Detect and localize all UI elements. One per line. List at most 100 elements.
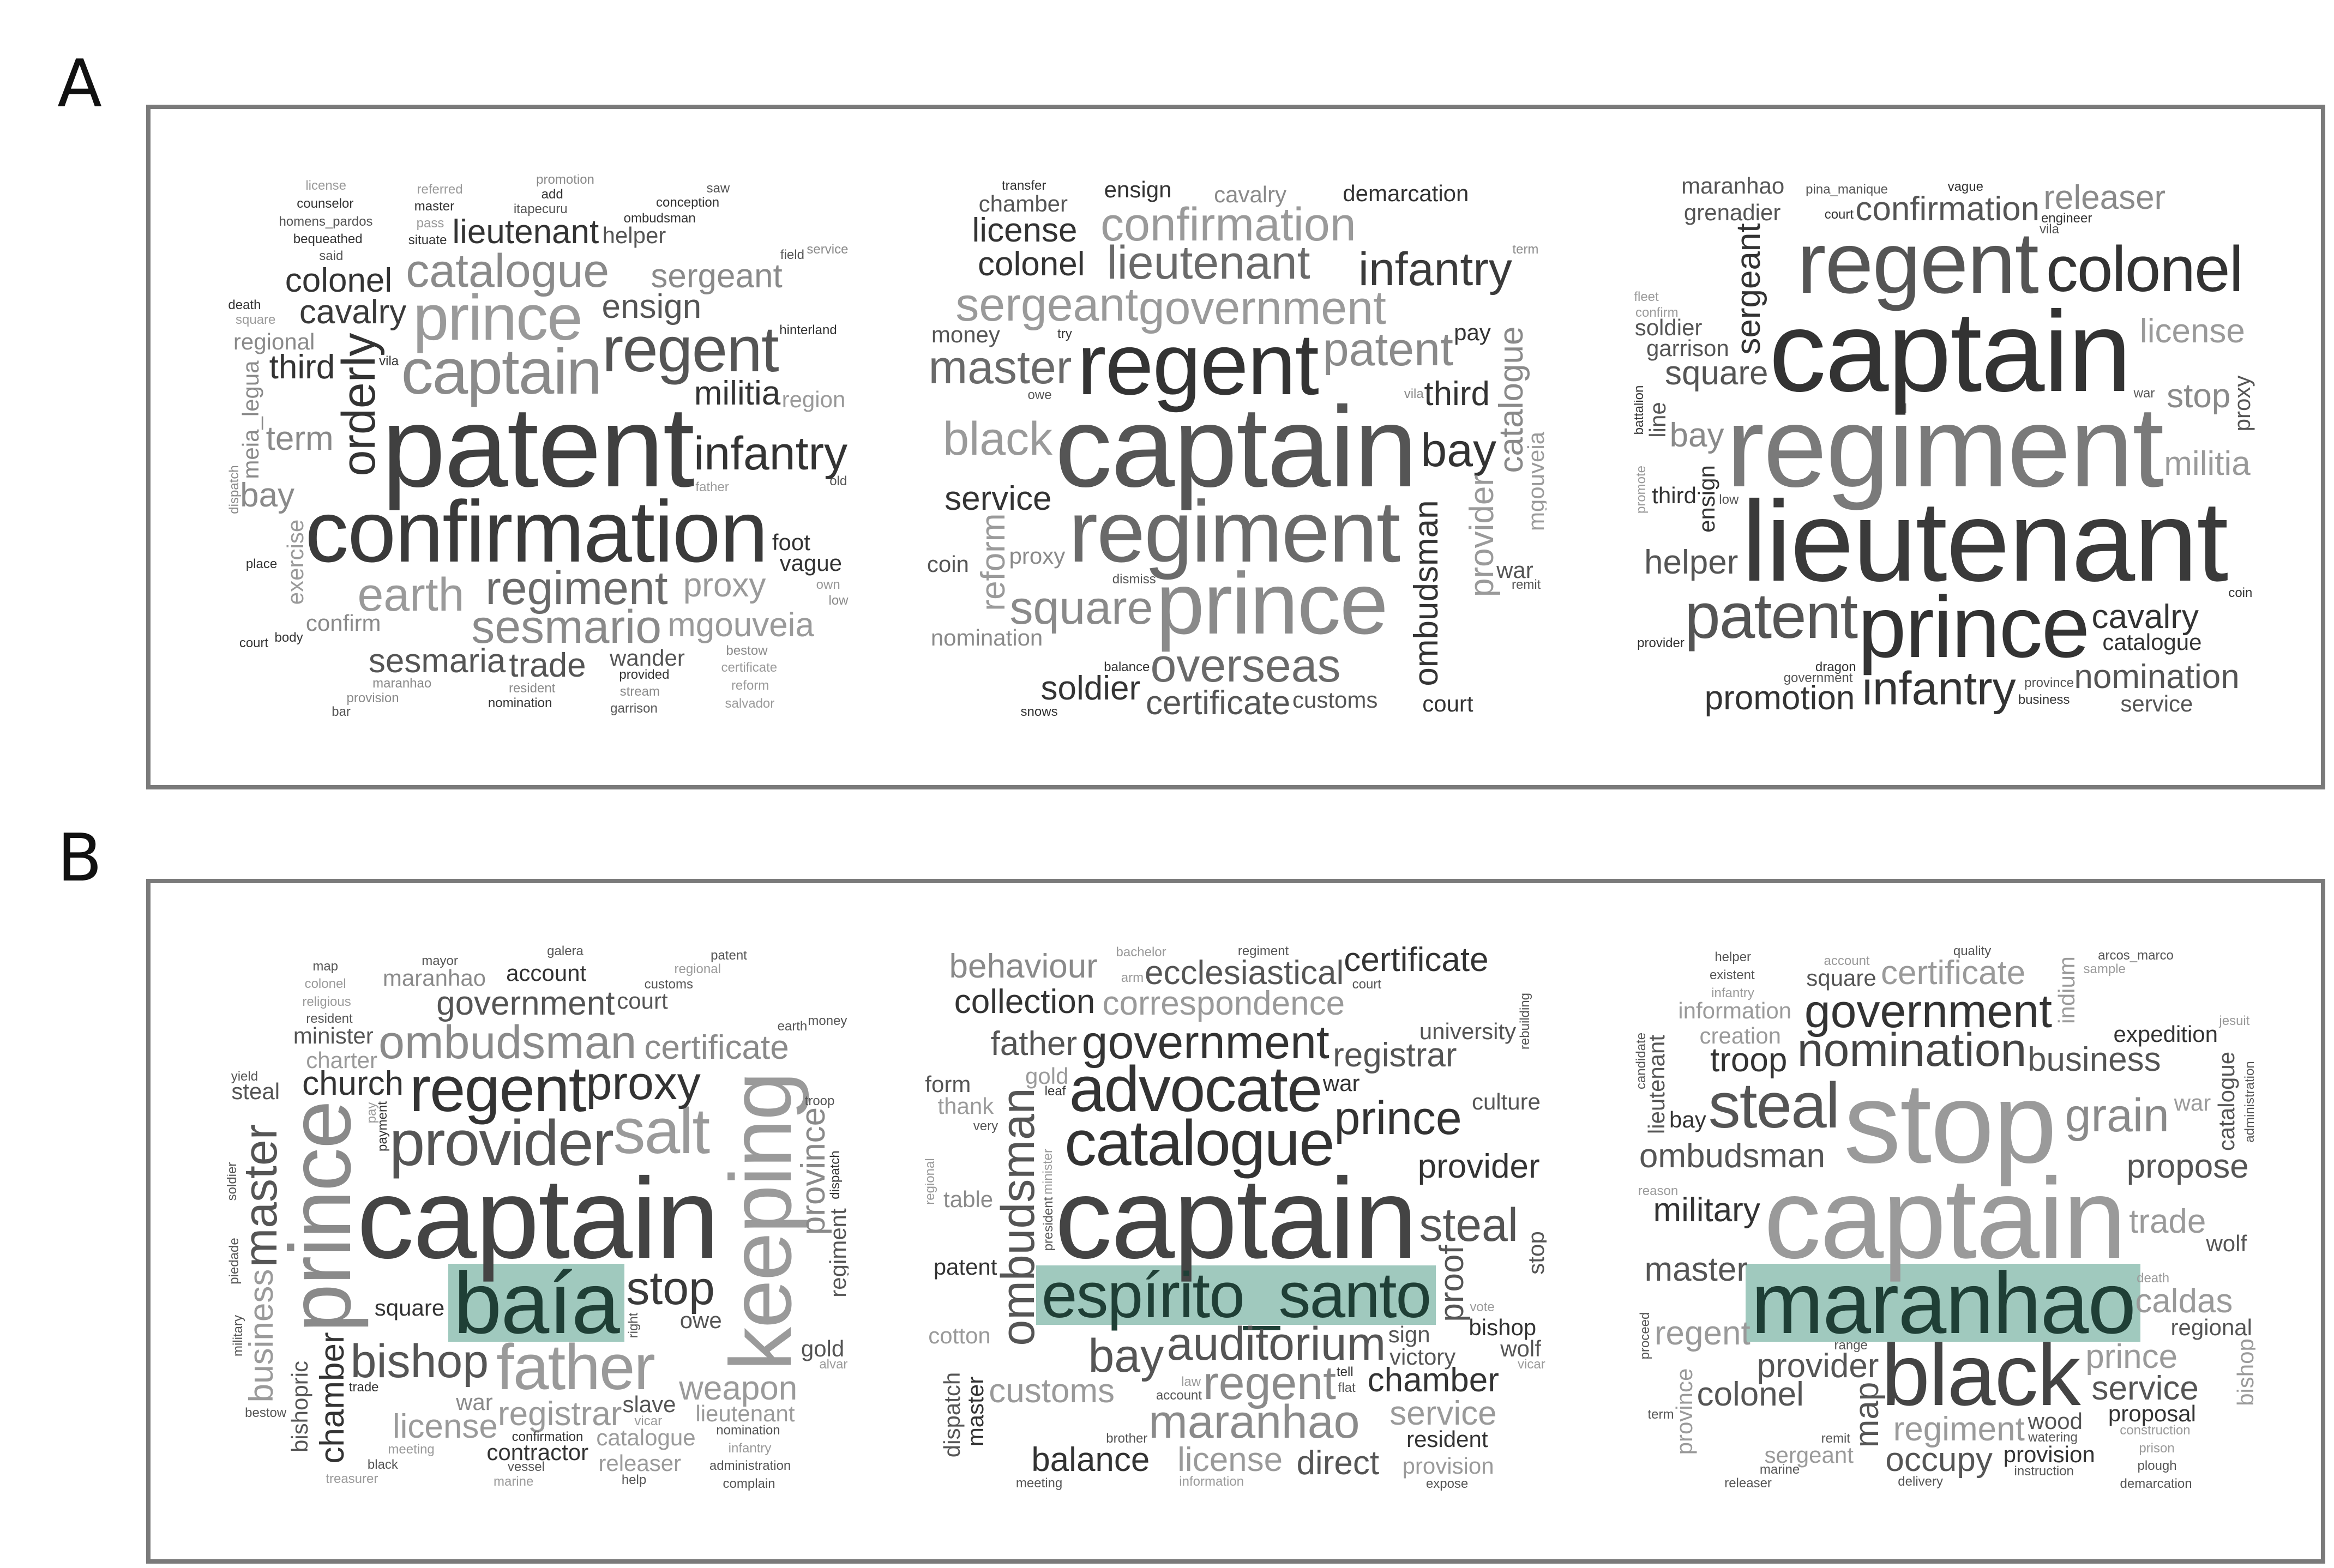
cloud-word: demarcation — [2120, 1476, 2192, 1492]
cloud-word: square — [374, 1294, 445, 1320]
cloud-word: license — [972, 211, 1078, 249]
cloud-word: old — [829, 474, 847, 489]
cloud-word: reason — [1638, 1183, 1679, 1198]
cloud-word: demarcation — [1343, 180, 1469, 206]
cloud-word: court — [1824, 207, 1854, 222]
cloud-word: alvar — [819, 1356, 848, 1372]
cloud-word: helper — [1715, 949, 1752, 964]
cloud-word: mgouveia — [667, 606, 814, 644]
cloud-word: term — [1512, 242, 1539, 257]
cloud-word: regent — [1797, 214, 2039, 312]
cloud-word: provision — [346, 691, 399, 706]
cloud-word: collection — [954, 982, 1096, 1021]
cloud-word: referred — [417, 182, 463, 197]
cloud-word: field — [780, 248, 804, 263]
cloud-word: vote — [1470, 1300, 1495, 1315]
cloud-word: fleet — [1634, 290, 1659, 305]
cloud-word: stop — [1843, 1058, 2057, 1187]
cloud-word: weapon — [679, 1370, 798, 1408]
cloud-word: marine — [1759, 1462, 1800, 1477]
cloud-word: maranhao — [1148, 1396, 1360, 1449]
cloud-word: master — [414, 198, 455, 214]
cloud-word: proxy — [586, 1057, 701, 1110]
cloud-word: prison — [2139, 1440, 2175, 1456]
cloud-word: treasurer — [326, 1471, 378, 1486]
cloud-word: square — [1664, 354, 1768, 392]
cloud-word: yield — [231, 1069, 258, 1084]
cloud-word: nomination — [2074, 658, 2240, 696]
cloud-word: earth — [777, 1019, 808, 1034]
cloud-word: regent — [409, 1053, 587, 1125]
cloud-word: patent — [711, 948, 747, 963]
cloud-word: prince — [270, 1101, 369, 1332]
cloud-word: battalion — [1634, 385, 1647, 435]
cloud-word: bay — [1421, 424, 1497, 477]
cloud-word: proposal — [2108, 1400, 2196, 1426]
cloud-word: maranhao — [382, 964, 486, 991]
cloud-word: line — [1645, 401, 1671, 438]
cloud-word: soldier — [227, 1162, 240, 1201]
cloud-word: flat — [1338, 1380, 1356, 1396]
cloud-word: said — [319, 248, 344, 263]
cloud-word: vicar — [1518, 1356, 1545, 1372]
cloud-word: dispatch — [828, 1150, 843, 1199]
cloud-word: provider — [1417, 1148, 1540, 1186]
cloud-word: body — [274, 630, 303, 645]
cloud-word: garrison — [1646, 335, 1729, 361]
cloud-word: service — [1389, 1394, 1497, 1432]
cloud-word: court — [239, 636, 269, 651]
word-cloud-a3: regiment captain lieutenant prince regent pat… — [1634, 174, 2255, 720]
cloud-word: garrison — [610, 701, 658, 716]
cloud-word: culture — [1471, 1088, 1541, 1114]
cloud-word: account — [506, 960, 587, 986]
cloud-word: bestow — [726, 643, 768, 658]
cloud-word: brother — [1106, 1431, 1148, 1446]
cloud-word: regiment — [1237, 944, 1289, 959]
cloud-word: term — [1647, 1407, 1674, 1422]
cloud-word: court — [1422, 690, 1473, 716]
highlight-band — [1036, 1265, 1436, 1325]
cloud-word: slave — [622, 1391, 676, 1418]
cloud-word: regional — [2170, 1314, 2253, 1340]
cloud-word: arm — [1121, 970, 1144, 985]
cloud-word: sergeant — [651, 257, 783, 295]
cloud-word: maranhao — [372, 676, 432, 691]
cloud-word: regent — [1077, 315, 1319, 413]
cloud-word: creation — [1699, 1023, 1781, 1049]
cloud-word: colonel — [978, 245, 1085, 284]
cloud-word: militia — [694, 375, 781, 413]
cloud-word: government — [1081, 1016, 1330, 1069]
cloud-word: quality — [1953, 944, 1992, 959]
cloud-word: soldier — [1040, 670, 1141, 708]
cloud-word: black — [943, 413, 1053, 466]
cloud-word: master — [1644, 1250, 1748, 1288]
cloud-word: black — [367, 1457, 398, 1473]
cloud-word: low — [1719, 492, 1739, 508]
cloud-word: vila — [379, 354, 399, 369]
cloud-word: table — [943, 1186, 994, 1213]
cloud-word: regional — [674, 962, 721, 977]
cloud-word: bishop — [350, 1335, 489, 1388]
cloud-word: provided — [619, 667, 670, 682]
cloud-word: certificate — [1145, 684, 1291, 720]
cloud-word: nomination — [1797, 1024, 2027, 1077]
cloud-word: law — [1181, 1374, 1201, 1389]
cloud-word: provider — [1463, 475, 1501, 598]
cloud-word: stop — [626, 1262, 715, 1315]
cloud-word: ensign — [1104, 176, 1172, 202]
cloud-word: captain — [1055, 383, 1417, 511]
cloud-word: plough — [2137, 1458, 2177, 1474]
cloud-word: university — [1419, 1018, 1517, 1045]
cloud-word: regent — [1654, 1314, 1750, 1352]
cloud-word: direct — [1296, 1444, 1380, 1482]
cloud-word: administration — [2242, 1060, 2255, 1143]
cloud-word: pina_manique — [1806, 182, 1888, 197]
cloud-word: meia_legua — [238, 360, 264, 479]
cloud-word: existent — [1709, 968, 1755, 982]
cloud-word: counselor — [297, 196, 354, 211]
cloud-word: bay — [1669, 417, 1724, 455]
cloud-word: piedade — [227, 1238, 242, 1284]
cloud-word: colonel — [304, 976, 346, 992]
cloud-word: customs — [989, 1372, 1115, 1410]
cloud-word: prince — [1156, 554, 1388, 653]
